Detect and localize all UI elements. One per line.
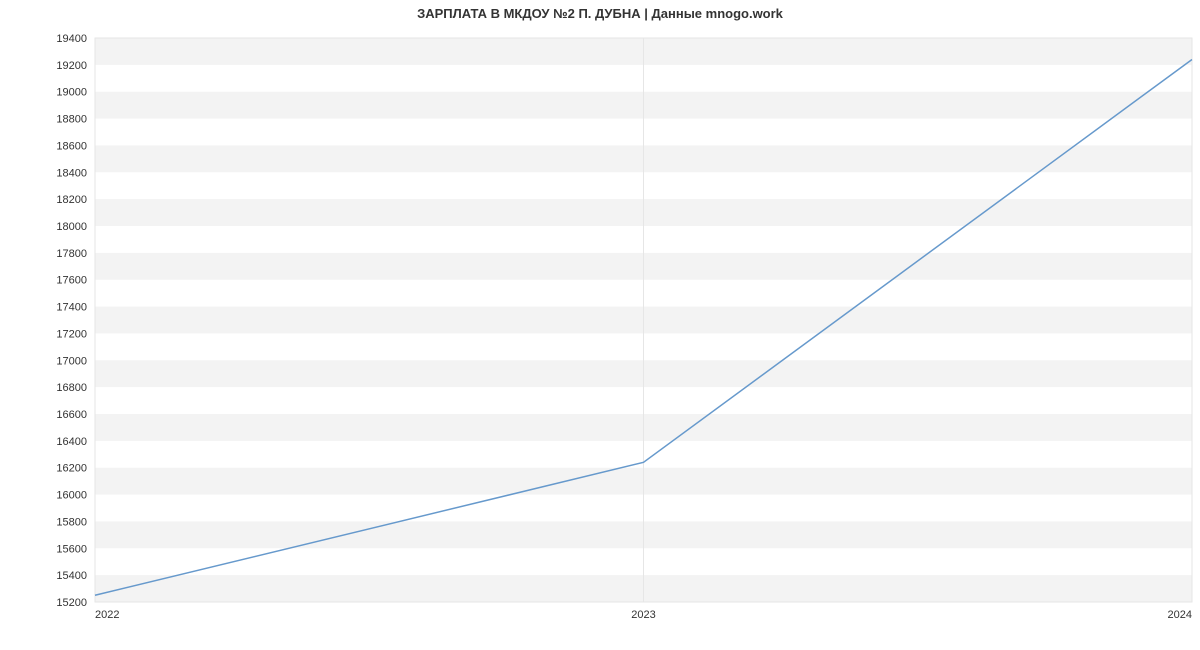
y-tick-label: 18400 <box>56 167 87 179</box>
x-tick-label: 2022 <box>95 609 119 621</box>
y-tick-label: 17600 <box>56 275 87 287</box>
y-tick-label: 16800 <box>56 382 87 394</box>
y-tick-label: 16600 <box>56 409 87 421</box>
y-tick-label: 17000 <box>56 355 87 367</box>
y-tick-label: 18800 <box>56 114 87 126</box>
y-tick-label: 16400 <box>56 436 87 448</box>
y-tick-label: 15200 <box>56 597 87 609</box>
y-tick-label: 15600 <box>56 543 87 555</box>
x-tick-label: 2023 <box>631 609 655 621</box>
y-tick-label: 19000 <box>56 87 87 99</box>
y-tick-label: 16200 <box>56 463 87 475</box>
y-tick-label: 15800 <box>56 516 87 528</box>
salary-chart: ЗАРПЛАТА В МКДОУ №2 П. ДУБНА | Данные mn… <box>0 0 1200 650</box>
y-tick-label: 15400 <box>56 570 87 582</box>
y-tick-label: 18000 <box>56 221 87 233</box>
y-tick-label: 18200 <box>56 194 87 206</box>
y-tick-label: 18600 <box>56 140 87 152</box>
y-tick-label: 19200 <box>56 60 87 72</box>
y-tick-label: 16000 <box>56 490 87 502</box>
y-tick-label: 19400 <box>56 33 87 45</box>
chart-title: ЗАРПЛАТА В МКДОУ №2 П. ДУБНА | Данные mn… <box>0 6 1200 21</box>
x-tick-label: 2024 <box>1168 609 1192 621</box>
y-tick-label: 17800 <box>56 248 87 260</box>
chart-svg: 15200 15400 15600 15800 16000 16200 16400 16600… <box>0 0 1200 650</box>
y-tick-label: 17400 <box>56 302 87 314</box>
y-tick-label: 17200 <box>56 328 87 340</box>
